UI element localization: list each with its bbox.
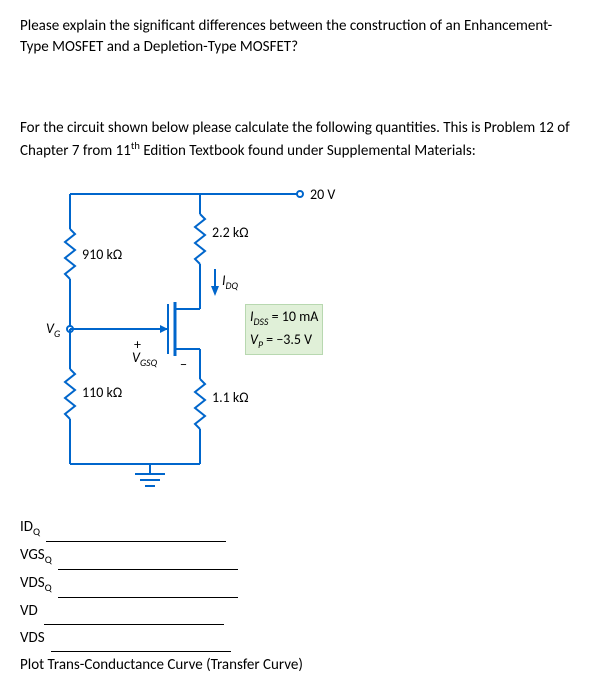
question-1: Please explain the significant differenc…: [20, 16, 575, 58]
device-params: IDSS = 10 mA VP = −3.5 V: [245, 304, 323, 355]
problem-instructions: For the circuit shown below please calcu…: [20, 118, 575, 162]
ans-idq-key: IDQ: [20, 514, 40, 542]
rs-label: 1.1 kΩ: [212, 389, 249, 406]
rg1-label: 910 kΩ: [82, 246, 122, 263]
ans-vds-key: VDS: [20, 625, 45, 652]
ans-vd-key: VD: [20, 598, 38, 625]
ans-vdsq-blank[interactable]: [58, 583, 238, 598]
ans-vd-blank[interactable]: [44, 610, 224, 625]
rd-label: 2.2 kΩ: [212, 224, 249, 241]
supply-label: 20 V: [310, 186, 335, 203]
instr-text-b: Edition Textbook found under Supplementa…: [140, 142, 476, 160]
answer-blanks: IDQ VGSQ VDSQ VD VDS Plot Trans-Conducta…: [20, 514, 575, 679]
rg2-label: 110 kΩ: [82, 384, 122, 401]
ans-idq-blank[interactable]: [46, 527, 226, 542]
minus-label: −: [180, 356, 187, 373]
idq-label: IDQ: [222, 272, 238, 292]
ans-vdsq-key: VDSQ: [20, 570, 52, 598]
vgsq-label: VGSQ: [132, 349, 157, 369]
plot-instruction: Plot Trans-Conductance Curve (Transfer C…: [20, 652, 575, 679]
ans-vgsq-key: VGSQ: [20, 542, 52, 570]
instr-sup: th: [131, 139, 140, 152]
ans-vds-blank[interactable]: [51, 637, 231, 652]
circuit-diagram: 20 V 2.2 kΩ 910 kΩ 110 kΩ 1.1 kΩ VG + VG…: [40, 174, 420, 504]
ans-vgsq-blank[interactable]: [58, 555, 238, 570]
vg-label: VG: [46, 320, 60, 340]
